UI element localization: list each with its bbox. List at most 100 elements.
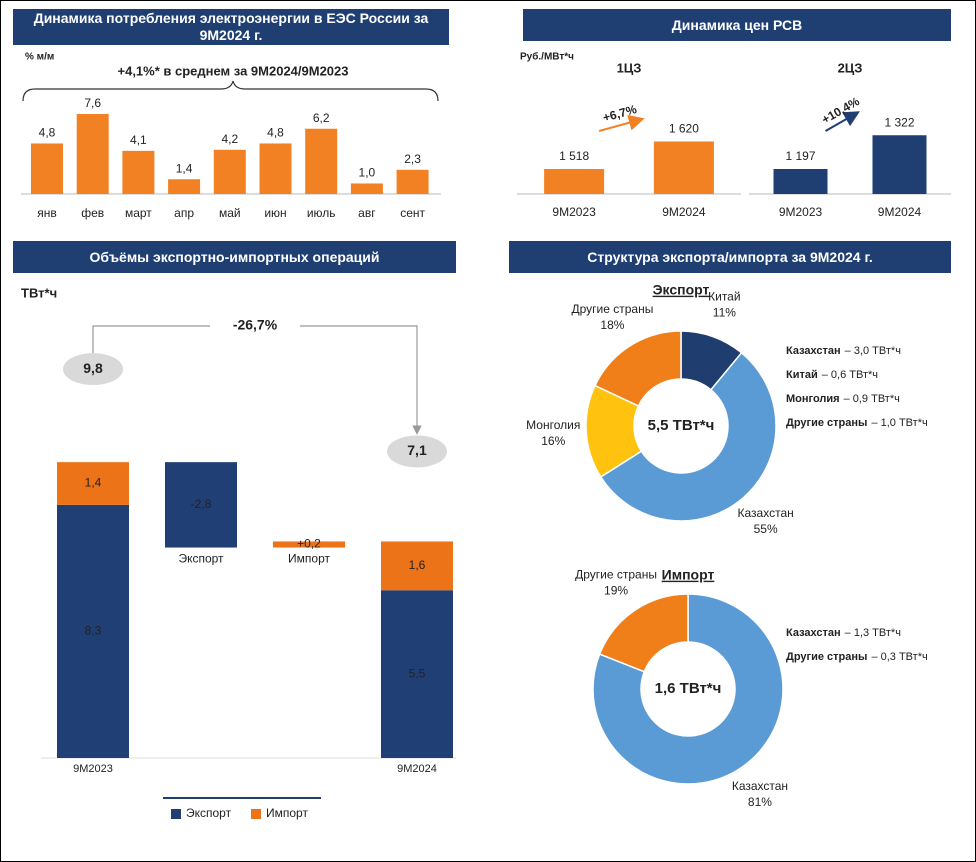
- x-tick-label: авг: [358, 206, 376, 220]
- slice-name: Другие страны: [571, 302, 653, 316]
- value-label: 1,6: [409, 558, 426, 572]
- slice-value: 81%: [748, 795, 772, 809]
- note-text: – 1,3 ТВт*ч: [845, 627, 901, 639]
- note-label: Монголия: [786, 393, 840, 405]
- x-tick-label: май: [219, 206, 241, 220]
- donut-heading: Импорт: [662, 567, 715, 583]
- note-text: – 0,9 ТВт*ч: [844, 393, 900, 405]
- note-text: – 3,0 ТВт*ч: [845, 345, 901, 357]
- panel-title: Динамика цен РСВ: [523, 9, 951, 41]
- slice-value: 18%: [600, 318, 624, 332]
- slice-value: 16%: [541, 434, 565, 448]
- x-tick-label: 9М2023: [779, 205, 823, 219]
- value-label: +0,2: [297, 537, 321, 551]
- value-label: 1 197: [785, 149, 815, 163]
- x-tick-label: 9М2024: [397, 763, 437, 775]
- value-label: 7,6: [84, 96, 101, 110]
- slice-name: Монголия: [526, 418, 580, 432]
- donut-center: 1,6 ТВт*ч: [655, 680, 722, 697]
- slice-name: Казахстан: [732, 779, 788, 793]
- bar: [544, 169, 605, 194]
- legend-label: Импорт: [266, 806, 308, 820]
- note-text: – 0,6 ТВт*ч: [822, 369, 878, 381]
- group-label: 2ЦЗ: [838, 60, 863, 75]
- value-label: -2,8: [191, 497, 212, 511]
- note: Другие страны – 0,3 ТВт*ч: [786, 651, 928, 663]
- x-tick-label: 9М2024: [878, 205, 922, 219]
- value-label: 4,1: [130, 133, 147, 147]
- slice-name: Казахстан: [738, 506, 794, 520]
- slice-value: 55%: [754, 522, 778, 536]
- value-label: 1,4: [85, 476, 102, 490]
- x-tick-label: апр: [174, 206, 194, 220]
- total-bubble: [63, 353, 123, 386]
- slice-name: Другие страны: [575, 567, 657, 581]
- x-tick-label: 9М2024: [662, 205, 706, 219]
- slice-value: 19%: [604, 583, 628, 597]
- note-label: Китай: [786, 369, 818, 381]
- value-label: 1,4: [176, 161, 193, 175]
- slice-value: 11%: [713, 306, 736, 320]
- note-label: Казахстан: [786, 345, 841, 357]
- donut-center: 5,5 ТВт*ч: [648, 417, 715, 434]
- bar: [653, 141, 714, 194]
- value-label: 6,2: [313, 111, 330, 125]
- legend-swatch: [251, 809, 261, 819]
- legend-label: Экспорт: [186, 806, 232, 820]
- total-label: 7,1: [407, 442, 427, 458]
- bar: [350, 183, 383, 194]
- donut-slice: [599, 351, 777, 522]
- donut-heading: Экспорт: [653, 282, 710, 298]
- change-arrow: [825, 111, 860, 132]
- bar: [122, 150, 155, 194]
- annotation: +4,1%* в среднем за 9М2024/9М2023: [118, 63, 349, 78]
- bar: [305, 128, 338, 194]
- bar: [381, 590, 453, 758]
- note: Монголия – 0,9 ТВт*ч: [786, 393, 900, 405]
- bar: [872, 135, 927, 194]
- bar: [57, 504, 129, 758]
- group-label: 1ЦЗ: [617, 60, 642, 75]
- x-tick-label: Импорт: [288, 552, 330, 566]
- total-label: 9,8: [83, 360, 103, 376]
- change-arrow: [598, 114, 645, 132]
- connector: [92, 325, 417, 432]
- panel-title: Структура экспорта/импорта за 9М2024 г.: [509, 241, 951, 273]
- value-label: 1 322: [884, 115, 914, 129]
- bar: [168, 179, 201, 194]
- value-label: 1 620: [669, 122, 699, 136]
- slice-name: Китай: [708, 290, 740, 304]
- note: Другие страны – 1,0 ТВт*ч: [786, 417, 928, 429]
- bar: [381, 541, 453, 591]
- axis-unit: ТВт*ч: [21, 285, 57, 300]
- donut-slice: [598, 593, 689, 673]
- note-label: Другие страны: [786, 651, 867, 663]
- brace: [22, 80, 439, 102]
- x-tick-label: сент: [400, 206, 425, 220]
- bar: [396, 169, 429, 194]
- bar: [165, 462, 237, 548]
- note-label: Другие страны: [786, 417, 867, 429]
- bar: [76, 114, 109, 194]
- bar: [57, 462, 129, 505]
- bar: [773, 169, 828, 194]
- value-label: 4,2: [221, 132, 238, 146]
- donut-slice: [592, 593, 784, 785]
- value-label: 2,3: [404, 152, 421, 166]
- value-label: 8,3: [85, 624, 102, 638]
- bar: [31, 143, 63, 194]
- axis-unit: Руб./МВт*ч: [520, 51, 574, 63]
- total-bubble: [387, 435, 447, 468]
- note: Казахстан – 3,0 ТВт*ч: [786, 345, 901, 357]
- value-label: 1,0: [359, 166, 376, 180]
- note-text: – 1,0 ТВт*ч: [871, 417, 927, 429]
- donut-slice: [594, 330, 682, 407]
- legend-swatch: [171, 809, 181, 819]
- note-text: – 0,3 ТВт*ч: [871, 651, 927, 663]
- panel-title: Объёмы экспортно-импортных операций: [13, 241, 456, 273]
- x-tick-label: Экспорт: [178, 552, 224, 566]
- x-tick-label: июль: [307, 206, 336, 220]
- x-tick-label: июн: [264, 206, 286, 220]
